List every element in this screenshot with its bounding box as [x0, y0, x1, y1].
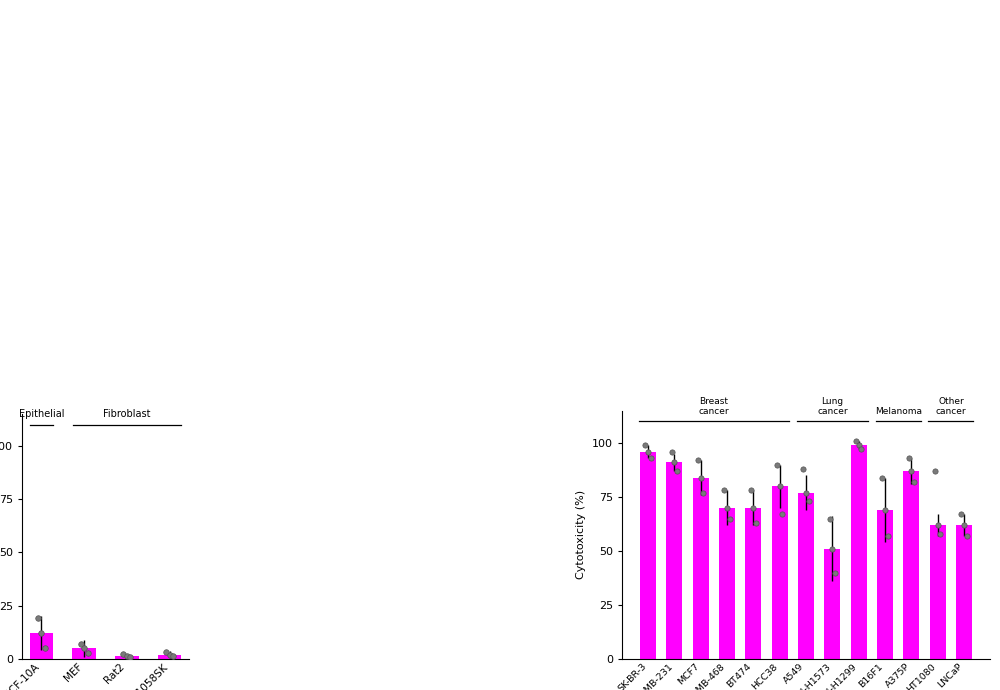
Bar — [158, 655, 181, 659]
Bar — [798, 493, 814, 659]
Text: Lung
cancer: Lung cancer — [817, 397, 848, 416]
Text: Fibroblast: Fibroblast — [103, 409, 151, 420]
Bar — [745, 508, 761, 659]
Text: Melanoma: Melanoma — [875, 407, 922, 416]
Text: Epithelial: Epithelial — [19, 409, 64, 420]
Text: Breast
cancer: Breast cancer — [698, 397, 729, 416]
Bar — [72, 649, 96, 659]
Bar — [903, 471, 919, 659]
Bar — [772, 486, 788, 659]
Bar — [824, 549, 840, 659]
Bar — [930, 525, 946, 659]
Bar — [666, 462, 682, 659]
Bar — [956, 525, 972, 659]
Bar — [30, 633, 53, 659]
Bar — [115, 656, 139, 659]
Bar — [719, 508, 735, 659]
Text: Other
cancer: Other cancer — [936, 397, 966, 416]
Bar — [693, 477, 709, 659]
Y-axis label: Cytotoxicity (%): Cytotoxicity (%) — [576, 490, 586, 580]
Bar — [640, 451, 656, 659]
Bar — [877, 510, 893, 659]
Bar — [851, 445, 867, 659]
